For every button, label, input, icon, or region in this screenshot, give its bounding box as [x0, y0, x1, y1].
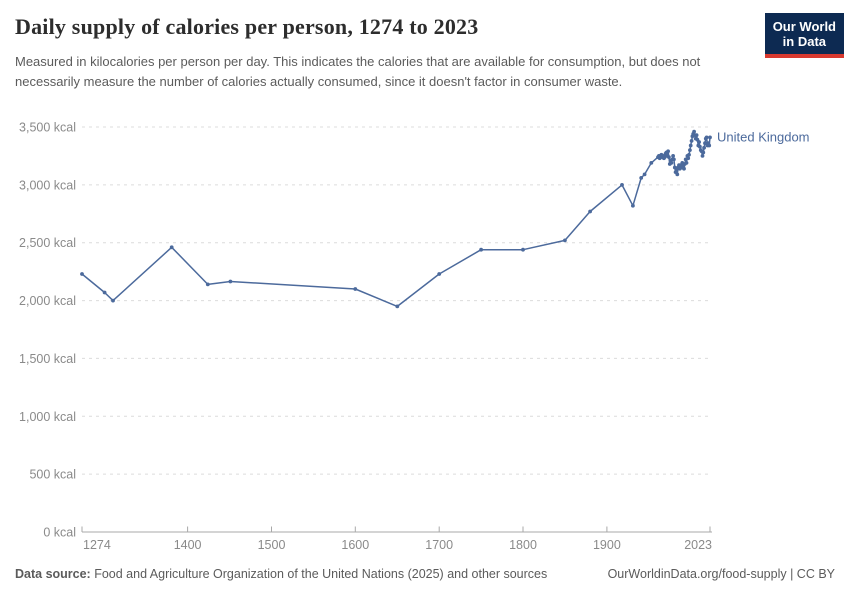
y-tick-label: 2,500 kcal: [19, 236, 76, 250]
data-source: Data source: Food and Agriculture Organi…: [15, 567, 547, 581]
data-point: [707, 143, 712, 148]
page-subtitle: Measured in kilocalories per person per …: [15, 54, 701, 90]
data-point: [667, 155, 671, 160]
data-line: [81, 130, 711, 308]
chart-footer: Data source: Food and Agriculture Organi…: [15, 567, 835, 581]
y-tick-label: 3,500 kcal: [19, 121, 76, 135]
data-point: [701, 150, 706, 155]
data-point: [698, 144, 702, 149]
y-tick-label: 2,000 kcal: [19, 294, 76, 308]
page-title: Daily supply of calories per person, 127…: [15, 14, 479, 39]
x-tick-label: 1800: [509, 538, 537, 552]
data-point: [704, 135, 709, 140]
data-point: [687, 152, 691, 157]
owid-logo-line1: Our World: [772, 19, 836, 34]
data-point: [395, 304, 400, 309]
data-point: [684, 161, 689, 165]
data-point: [228, 279, 233, 284]
data-source-text: Food and Agriculture Organization of the…: [90, 567, 548, 581]
data-point: [521, 247, 525, 252]
x-tick-label: 1700: [425, 538, 453, 552]
data-point: [631, 203, 635, 208]
data-point: [686, 156, 691, 161]
x-tick-label: 1900: [593, 538, 621, 552]
data-point: [620, 183, 624, 187]
data-point: [205, 282, 210, 287]
x-tick-label: 1274: [83, 538, 111, 552]
data-point: [700, 154, 705, 158]
y-tick-label: 0 kcal: [43, 526, 76, 540]
data-point: [675, 172, 680, 177]
data-point: [642, 172, 647, 177]
data-point: [671, 154, 675, 158]
data-point: [682, 166, 686, 171]
data-point: [169, 245, 174, 250]
data-point: [688, 148, 692, 153]
data-point: [437, 272, 442, 276]
data-point: [588, 209, 592, 214]
data-point: [697, 140, 701, 144]
data-point: [563, 238, 567, 243]
data-point: [689, 139, 694, 143]
data-point: [111, 298, 115, 303]
data-point: [649, 161, 654, 165]
data-point: [479, 247, 483, 252]
x-tick-label: 1400: [174, 538, 202, 552]
data-point: [703, 141, 707, 146]
data-point: [639, 176, 644, 180]
x-tick-label: 1600: [341, 538, 369, 552]
y-tick-label: 500 kcal: [29, 468, 76, 482]
owid-logo[interactable]: Our World in Data: [764, 13, 844, 58]
data-point: [708, 135, 712, 140]
data-point: [694, 133, 699, 138]
data-point: [692, 129, 696, 134]
data-point: [672, 157, 676, 162]
data-point: [702, 145, 706, 150]
data-point: [666, 149, 670, 154]
data-point: [102, 290, 107, 295]
y-tick-label: 1,500 kcal: [19, 352, 76, 366]
data-source-label: Data source:: [15, 567, 91, 581]
owid-logo-line2: in Data: [782, 34, 827, 49]
credit-link[interactable]: OurWorldinData.org/food-supply | CC BY: [607, 567, 835, 581]
x-tick-label: 1500: [258, 538, 286, 552]
data-point: [669, 161, 674, 165]
y-tick-label: 3,000 kcal: [19, 178, 76, 192]
data-point: [80, 272, 84, 276]
data-point: [688, 143, 693, 148]
data-point: [353, 287, 358, 291]
series-end-label: United Kingdom: [717, 129, 810, 144]
y-tick-label: 1,000 kcal: [19, 410, 76, 424]
x-tick-label: 2023: [684, 538, 712, 552]
